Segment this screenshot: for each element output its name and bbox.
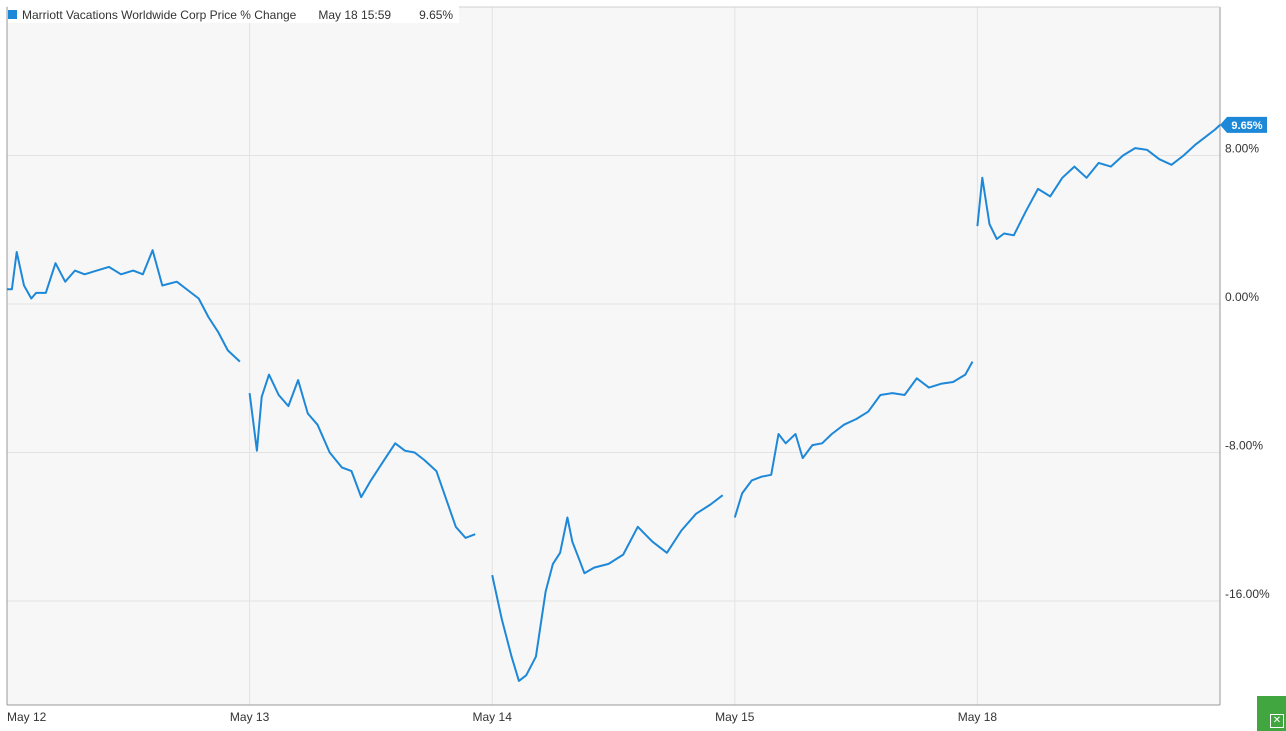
close-icon: ✕ (1270, 714, 1284, 728)
legend-series-name: Marriott Vacations Worldwide Corp Price … (22, 7, 297, 22)
plot-area (7, 7, 1220, 705)
series-line-segment (248, 373, 476, 539)
x-tick-label: May 18 (958, 710, 998, 724)
corner-close-button[interactable]: ✕ (1257, 696, 1286, 731)
y-tick-label: 0.00% (1225, 290, 1259, 304)
series-line-segment (733, 361, 974, 518)
x-tick-label: May 13 (230, 710, 270, 724)
legend-value: 9.65% (419, 7, 454, 22)
y-tick-label: -16.00% (1225, 587, 1270, 601)
x-tick-label: May 12 (7, 710, 47, 724)
last-value-flag-bg (1220, 116, 1267, 133)
series-line-segment (976, 124, 1221, 240)
x-tick-label: May 14 (473, 710, 513, 724)
last-value-flag: 9.65% (1220, 116, 1267, 133)
x-tick-label: May 15 (715, 710, 755, 724)
chart-legend: Marriott Vacations Worldwide Corp Price … (8, 6, 460, 23)
y-tick-label: -8.00% (1225, 439, 1263, 453)
last-value-label: 9.65% (1231, 120, 1262, 132)
y-tick-label: 8.00% (1225, 142, 1259, 156)
series-line-segment (491, 494, 724, 682)
legend-swatch (8, 10, 17, 19)
series-line-segment (7, 249, 241, 363)
legend-date: May 18 15:59 (318, 7, 392, 22)
